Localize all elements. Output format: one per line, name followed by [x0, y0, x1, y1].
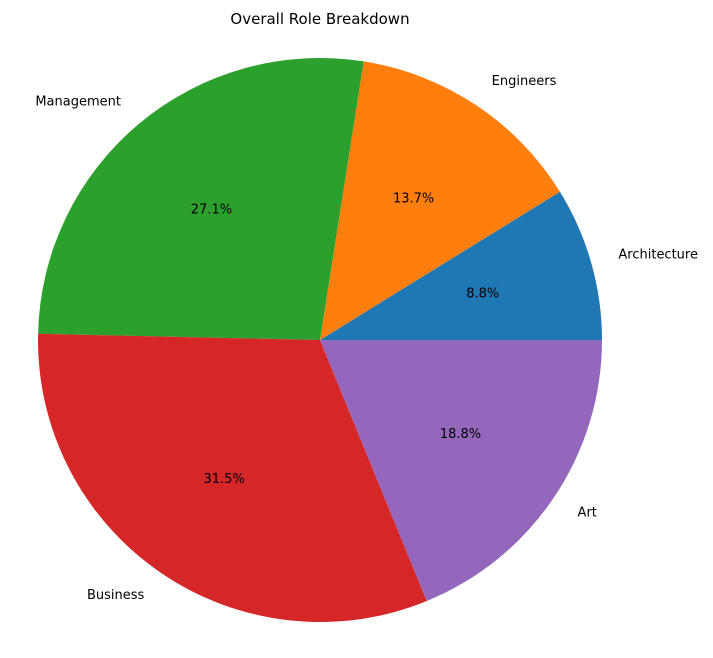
pie-slices: [38, 58, 602, 622]
slice-label-architecture: Architecture: [618, 248, 698, 263]
pie-slice-art: [320, 340, 602, 601]
slice-label-engineers: Engineers: [492, 74, 557, 89]
slice-label-business: Business: [87, 588, 145, 603]
slice-label-art: Art: [578, 505, 597, 520]
pie-slice-business: [38, 333, 427, 622]
slice-percent-architecture: 8.8%: [466, 286, 499, 301]
pie-labels: Architecture 8.8% Engineers 13.7% Management…: [35, 74, 698, 603]
slice-percent-engineers: 13.7%: [393, 192, 434, 207]
pie-slice-management: [38, 58, 364, 341]
pie-slice-architecture: [320, 191, 602, 340]
slice-percent-art: 18.8%: [440, 427, 481, 442]
slice-percent-business: 31.5%: [203, 472, 244, 487]
slice-label-management: Management: [35, 95, 121, 110]
pie-slice-engineers: [320, 61, 560, 341]
slice-percent-management: 27.1%: [191, 203, 232, 218]
chart-title: Overall Role Breakdown: [230, 10, 409, 28]
